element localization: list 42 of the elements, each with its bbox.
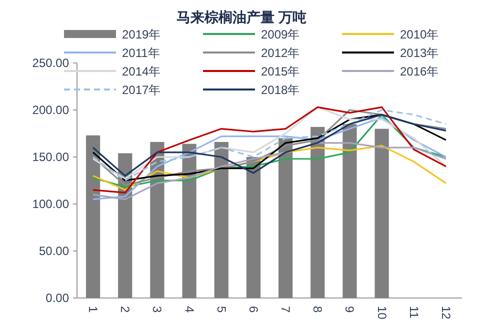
line-series (92, 144, 447, 191)
bar (150, 142, 164, 298)
x-tick-label: 10 (374, 306, 389, 320)
legend-label: 2019年 (122, 28, 161, 42)
legend-label: 2013年 (400, 46, 439, 60)
x-tick-label: 5 (214, 306, 228, 313)
legend-label: 2017年 (122, 83, 161, 97)
bar (182, 144, 196, 298)
bar (86, 135, 100, 298)
bar (374, 128, 389, 298)
x-tick-label: 7 (278, 306, 293, 313)
x-tick-label: 3 (150, 306, 164, 313)
legend-label: 2015年 (261, 64, 300, 78)
x-tick-label: 1 (86, 306, 100, 313)
x-tick-label: 8 (310, 306, 325, 313)
y-tick-label: 0.00 (46, 291, 70, 305)
bar (246, 157, 261, 298)
x-tick-label: 6 (246, 306, 260, 313)
x-tick-label: 11 (406, 306, 421, 319)
x-tick-label: 12 (438, 306, 453, 320)
x-tick-label: 4 (182, 306, 196, 313)
legend-label: 2010年 (400, 28, 439, 42)
chart-title: 马来棕榈油产量 万吨 (176, 9, 306, 25)
line-series (92, 116, 447, 200)
bar (214, 142, 228, 298)
x-tick-label: 2 (118, 306, 132, 313)
legend-label: 2018年 (261, 83, 300, 97)
legend-label: 2011年 (122, 46, 160, 60)
bar (310, 126, 325, 298)
legend-label: 2009年 (261, 28, 300, 42)
bar (342, 124, 357, 298)
bar (278, 138, 293, 298)
y-tick-label: 50.00 (38, 244, 70, 258)
legend-label: 2014年 (122, 64, 161, 78)
line-series (92, 142, 447, 200)
y-tick-label: 200.00 (32, 103, 70, 117)
y-tick-label: 100.00 (32, 197, 70, 211)
legend-label: 2016年 (400, 64, 439, 78)
y-tick-label: 250.00 (32, 56, 70, 70)
x-tick-label: 9 (342, 306, 357, 313)
y-tick-label: 150.00 (32, 150, 70, 164)
legend-label: 2012年 (261, 46, 300, 60)
